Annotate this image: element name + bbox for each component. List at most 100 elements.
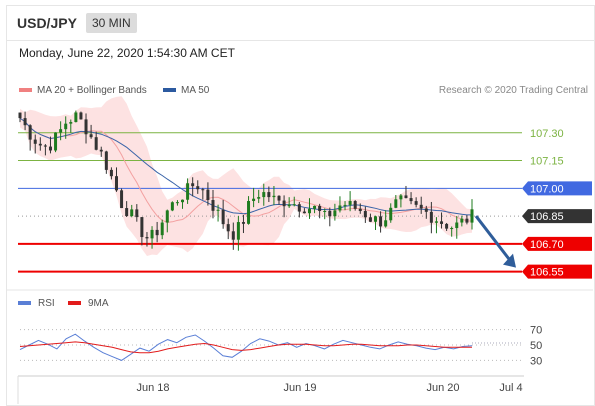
candle-body [120, 190, 124, 209]
x-tick-Jun-18: Jun 18 [136, 382, 169, 394]
research-credit: Research © 2020 Trading Central [438, 85, 588, 96]
candle-body [434, 221, 438, 223]
candle-body [160, 222, 164, 236]
candle-body [399, 195, 403, 200]
candle-body [450, 228, 454, 230]
candle-body [445, 223, 449, 229]
candle-body [206, 189, 210, 201]
candle-body [211, 200, 215, 211]
candle-body [48, 146, 52, 151]
candle-body [297, 204, 301, 212]
currency-pair-title: USD/JPY [17, 15, 77, 31]
candle-body [33, 139, 37, 144]
candle-body [323, 210, 327, 212]
candle-body [318, 205, 322, 211]
candle-body [287, 204, 291, 207]
candle-body [374, 216, 378, 222]
candle-body [181, 199, 185, 203]
level-label-106.55: 106.55 [530, 267, 564, 279]
candle-body [257, 197, 261, 199]
candle-body [170, 202, 174, 211]
candle-body [262, 192, 266, 198]
candle-body [109, 169, 113, 177]
level-tag-106.55 [522, 264, 592, 279]
candle-body [404, 195, 408, 199]
candle-body [196, 186, 200, 190]
legend-ma50: MA 50 [163, 85, 209, 96]
candle-body [130, 209, 134, 217]
candle-body [175, 202, 179, 204]
candle-body [328, 210, 332, 217]
rsi-tick-70: 70 [530, 325, 542, 337]
candle-body [455, 222, 459, 229]
candle-body [282, 200, 286, 207]
legend-ma20-label: MA 20 + Bollinger Bands [37, 85, 147, 96]
candle-body [353, 201, 357, 209]
candle-body [216, 209, 220, 211]
candle-body [307, 208, 311, 214]
bollinger-band [20, 96, 472, 256]
forecast-arrow-head [503, 253, 516, 268]
candle-body [74, 112, 78, 123]
candle-body [59, 129, 63, 133]
candle-body [114, 176, 118, 191]
candle-body [140, 217, 144, 238]
candle-body [64, 123, 68, 130]
candle-body [419, 204, 423, 209]
candle-body [145, 237, 149, 239]
candle-body [343, 204, 347, 206]
candle-body [348, 201, 352, 205]
level-tag-107.00 [522, 181, 592, 196]
candle-body [236, 222, 240, 240]
rsi-series-9MA [19, 341, 472, 354]
timestamp: Monday, June 22, 2020 1:54:30 AM CET [19, 46, 235, 60]
candle-body [135, 209, 139, 218]
level-tag-106.85 [522, 209, 592, 224]
candle-body [18, 112, 22, 119]
candle-body [38, 143, 42, 146]
candle-body [231, 231, 235, 240]
candle-body [409, 198, 413, 202]
candle-body [302, 211, 306, 214]
candle-body [470, 209, 474, 223]
candle-body [165, 210, 169, 223]
candle-body [277, 195, 281, 201]
candle-body [272, 195, 276, 198]
candle-body [241, 222, 245, 224]
candle-body [94, 137, 98, 150]
candle-body [368, 217, 372, 222]
ma20-line [19, 117, 473, 223]
candle-body [292, 204, 296, 206]
candle-body [363, 211, 367, 218]
candle-body [333, 210, 337, 217]
legend-ma20: MA 20 + Bollinger Bands [19, 85, 147, 96]
legend-ma50-swatch [163, 88, 176, 93]
x-tick-Jun-20: Jun 20 [426, 382, 459, 394]
forecast-arrow-shaft [474, 215, 513, 263]
candle-body [429, 211, 433, 223]
candle-body [186, 183, 190, 200]
candle-body [394, 199, 398, 208]
candle-body [379, 216, 383, 227]
candle-body [84, 119, 88, 135]
candle-body [358, 208, 362, 212]
timeframe-badge[interactable]: 30 MIN [86, 13, 137, 33]
level-label-107.30: 107.30 [530, 128, 564, 140]
legend-9ma-swatch [68, 301, 81, 305]
candle-body [440, 221, 444, 224]
x-tick-Jun-19: Jun 19 [283, 382, 316, 394]
level-label-106.85: 106.85 [530, 211, 564, 223]
level-label-106.70: 106.70 [530, 239, 564, 251]
candle-body [338, 205, 342, 211]
candle-body [465, 218, 469, 223]
candle-body [54, 132, 58, 151]
candle-body [460, 218, 464, 223]
candle-body [23, 118, 27, 126]
candle-body [226, 224, 230, 232]
rsi-tick-50: 50 [530, 340, 542, 352]
candle-body [43, 145, 47, 147]
x-tick-Jul-4: Jul 4 [499, 382, 522, 394]
rsi-tick-30: 30 [530, 355, 542, 367]
level-tag-106.70 [522, 236, 592, 251]
